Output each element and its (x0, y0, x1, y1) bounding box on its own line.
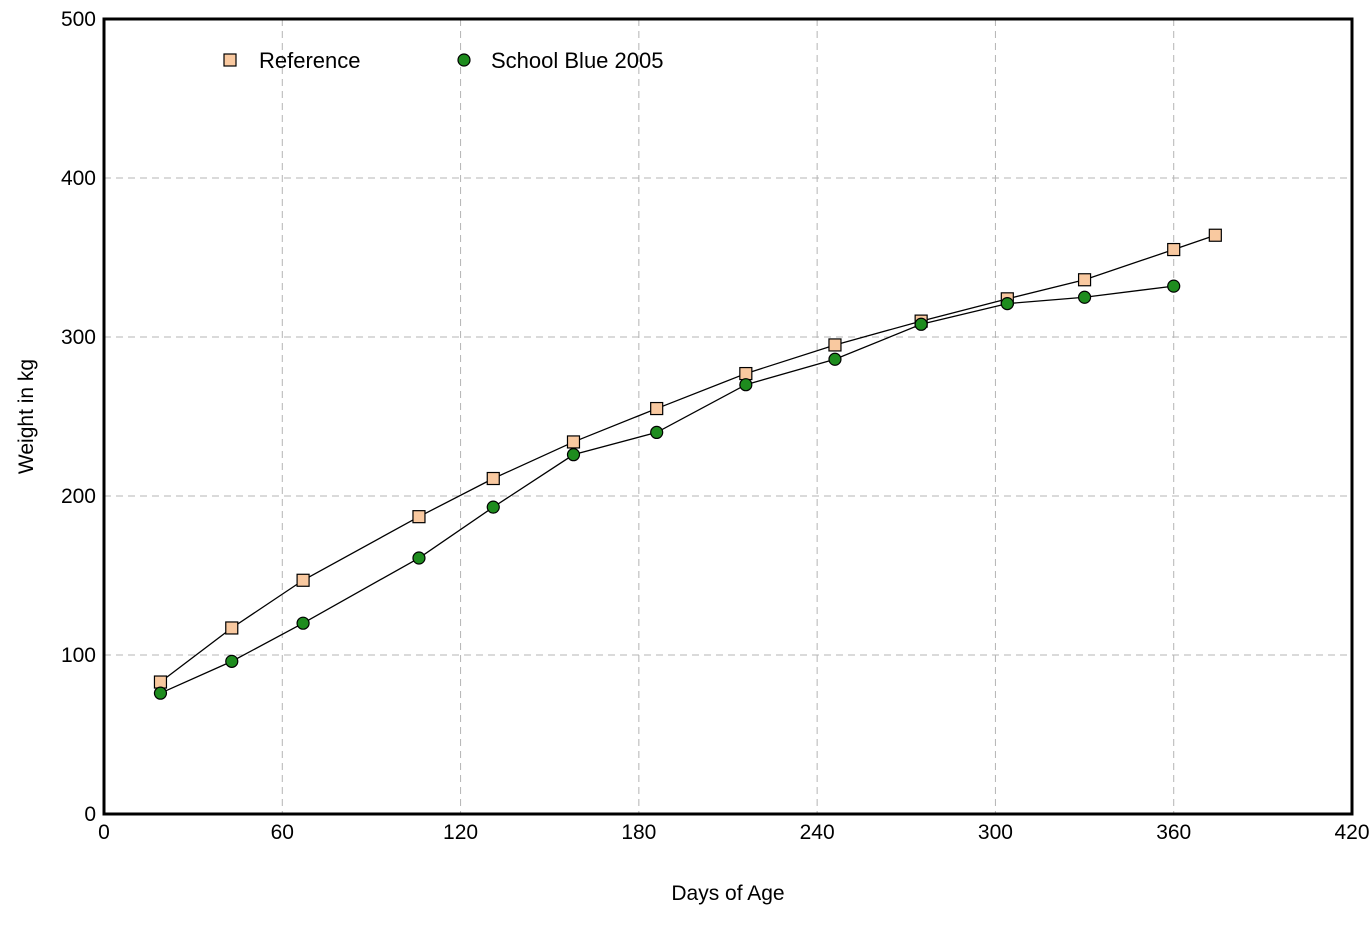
data-point-reference (225, 621, 239, 635)
data-point-reference (1167, 242, 1181, 257)
x-tick-label: 300 (978, 821, 1013, 844)
legend: Reference School Blue 2005 (223, 48, 663, 73)
y-tick-label: 300 (61, 326, 96, 349)
y-tick-label: 0 (84, 803, 96, 826)
data-point-reference (650, 401, 664, 416)
x-tick-label: 0 (98, 821, 110, 844)
data-point-school-blue (1000, 297, 1014, 311)
series-line-school-blue (160, 285, 1174, 694)
x-tick-label: 120 (443, 821, 478, 844)
y-tick-label: 500 (61, 8, 96, 31)
data-point-school-blue (486, 500, 500, 514)
data-point-school-blue (412, 551, 426, 565)
data-point-school-blue (914, 317, 928, 331)
data-point-school-blue (153, 686, 168, 700)
x-tick-label: 240 (800, 821, 835, 844)
data-point-reference (153, 675, 168, 689)
data-point-school-blue (739, 378, 753, 392)
data-point-school-blue (828, 352, 842, 366)
data-point-school-blue (1167, 279, 1181, 293)
series-line-reference (160, 234, 1216, 683)
series-layer (153, 228, 1222, 700)
data-point-reference (1077, 273, 1092, 287)
data-point-reference (828, 338, 842, 352)
data-point-reference (566, 435, 581, 449)
y-tick-label: 100 (61, 644, 96, 667)
legend-label-school-blue: School Blue 2005 (491, 48, 663, 73)
data-point-school-blue (650, 425, 664, 439)
x-tick-label: 420 (1334, 821, 1369, 844)
data-point-reference (486, 471, 500, 486)
y-axis-title: Weight in kg (15, 359, 38, 474)
y-tick-label: 400 (61, 167, 96, 190)
data-point-reference (739, 366, 753, 381)
grid-layer (104, 19, 1352, 814)
data-point-reference (1208, 228, 1222, 242)
data-point-school-blue (1077, 290, 1092, 304)
data-point-school-blue (296, 616, 310, 630)
legend-marker-reference (223, 53, 237, 67)
data-point-reference (412, 510, 426, 524)
plot-frame (102, 17, 1354, 816)
legend-marker-school-blue (457, 53, 471, 67)
x-tick-label: 180 (621, 821, 656, 844)
data-point-school-blue (225, 654, 239, 668)
y-tick-label: 200 (61, 485, 96, 508)
x-tick-label: 60 (271, 821, 294, 844)
x-axis-title: Days of Age (671, 882, 784, 905)
legend-label-reference: Reference (259, 48, 361, 73)
data-point-school-blue (566, 448, 581, 462)
tick-layer: 0 60 120 180 240 300 360 420 0 100 200 300 400 500 (61, 8, 1369, 844)
x-tick-label: 360 (1156, 821, 1191, 844)
data-point-reference (296, 573, 310, 587)
